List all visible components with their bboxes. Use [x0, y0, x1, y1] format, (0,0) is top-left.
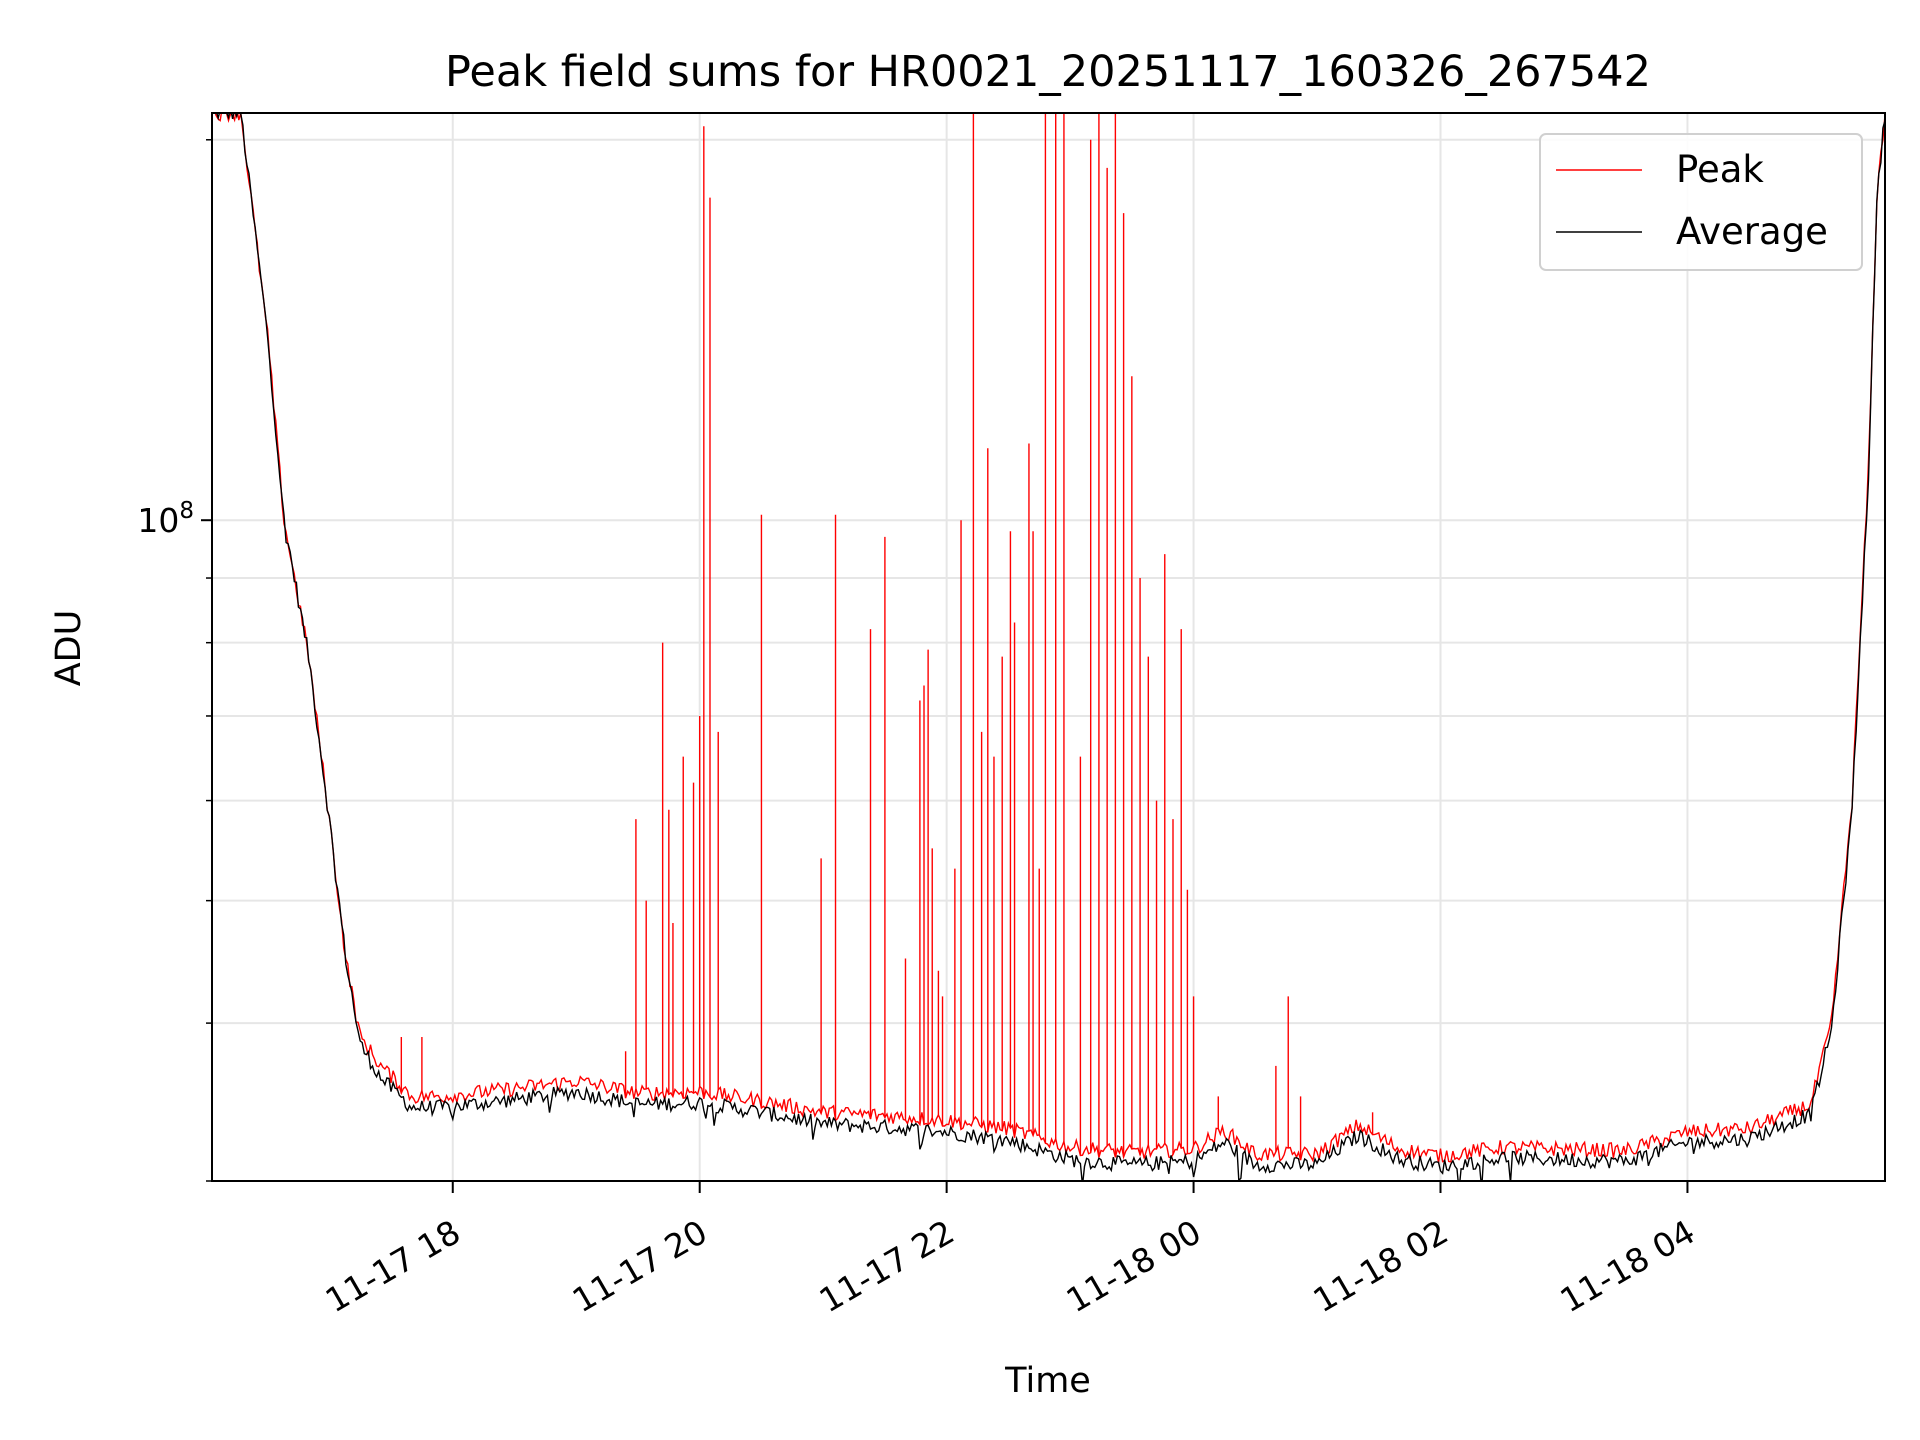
- x-tick-label: 11-17 18: [319, 1212, 467, 1320]
- x-tick-label: 11-17 20: [566, 1212, 714, 1320]
- x-tick-label: 11-17 22: [813, 1212, 961, 1320]
- series-line-peak: [214, 113, 1885, 1163]
- y-tick-label-base: 10: [137, 501, 179, 540]
- chart-title: Peak field sums for HR0021_20251117_1603…: [445, 47, 1651, 97]
- grid-lines: [212, 113, 1885, 1182]
- x-tick-label: 11-18 00: [1060, 1212, 1208, 1320]
- y-axis-label: ADU: [49, 610, 89, 687]
- y-tick-label: 108: [137, 498, 194, 540]
- legend-label-average: Average: [1676, 210, 1828, 253]
- x-axis-label: Time: [1004, 1361, 1091, 1401]
- legend-label-peak: Peak: [1676, 148, 1764, 191]
- legend: Peak Average: [1539, 133, 1863, 271]
- plot-frame: [211, 112, 1886, 1182]
- x-tick-label: 11-18 04: [1553, 1212, 1701, 1320]
- series-layer: [214, 113, 1885, 1181]
- legend-box: [1539, 133, 1863, 271]
- series-line-average: [216, 113, 1885, 1181]
- x-tick-label: 11-18 02: [1307, 1212, 1455, 1320]
- y-tick-label-exponent: 8: [179, 498, 194, 524]
